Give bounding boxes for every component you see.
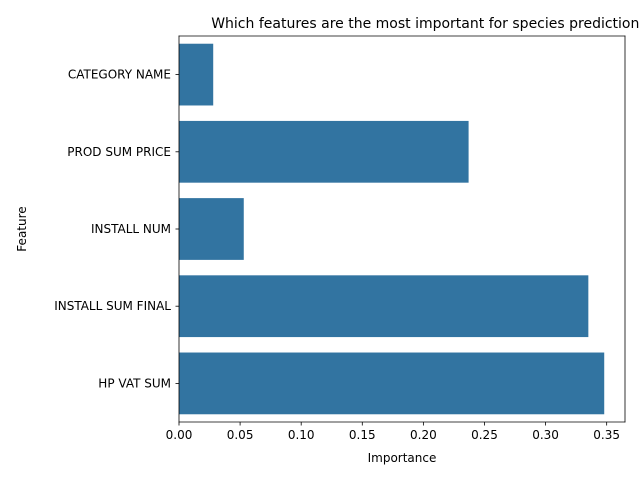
x-axis-label: Importance bbox=[368, 451, 437, 465]
y-tick-label: CATEGORY NAME bbox=[68, 68, 171, 82]
bar-category-name bbox=[179, 43, 214, 106]
y-tick-label: HP VAT SUM bbox=[98, 376, 171, 390]
x-tick-label: 0.20 bbox=[410, 428, 437, 442]
x-tick-label: 0.05 bbox=[227, 428, 254, 442]
y-tick-label: PROD SUM PRICE bbox=[67, 145, 171, 159]
chart-title: Which features are the most important fo… bbox=[211, 16, 640, 32]
x-axis-ticks: 0.00 0.05 0.10 0.15 0.20 0.25 0.30 0.35 bbox=[166, 422, 620, 442]
bar-hp-vat-sum bbox=[179, 352, 605, 415]
bar-install-sum-final bbox=[179, 275, 589, 338]
bars-group bbox=[179, 43, 605, 415]
x-tick-label: 0.10 bbox=[288, 428, 315, 442]
y-axis-ticks: CATEGORY NAME PROD SUM PRICE INSTALL NUM IN… bbox=[54, 68, 179, 390]
bar-prod-sum-price bbox=[179, 120, 469, 183]
x-tick-label: 0.25 bbox=[471, 428, 498, 442]
y-tick-label: INSTALL NUM bbox=[91, 222, 171, 236]
x-tick-label: 0.00 bbox=[166, 428, 193, 442]
x-tick-label: 0.35 bbox=[593, 428, 620, 442]
x-tick-label: 0.30 bbox=[532, 428, 559, 442]
x-tick-label: 0.15 bbox=[349, 428, 376, 442]
y-axis-label: Feature bbox=[15, 206, 29, 251]
bar-install-num bbox=[179, 198, 244, 260]
y-tick-label: INSTALL SUM FINAL bbox=[54, 299, 171, 313]
